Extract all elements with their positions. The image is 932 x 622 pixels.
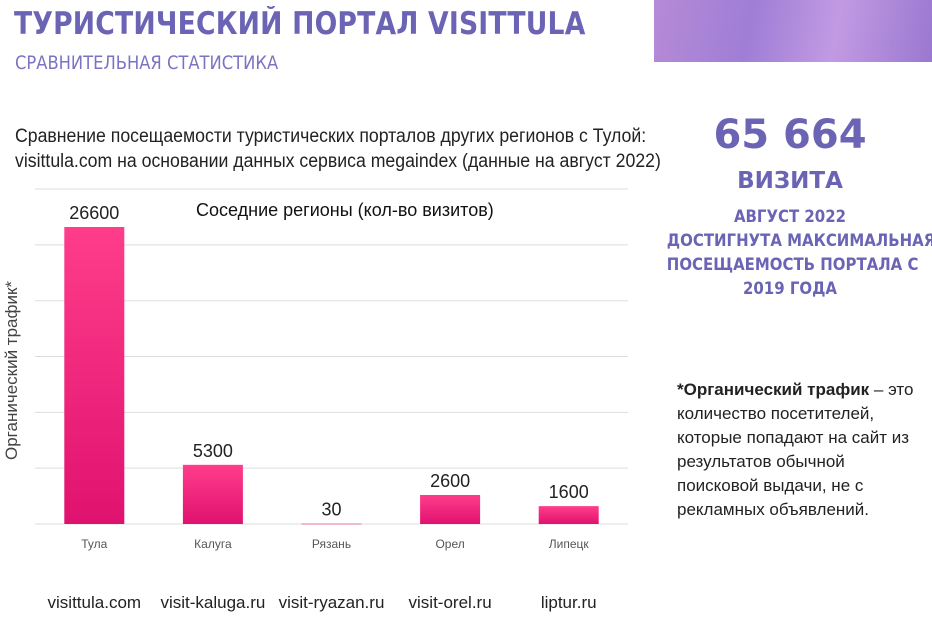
intro-line-2: visittula.com на основании данных сервис… [15,151,661,172]
stat-description: АВГУСТ 2022 ДОСТИГНУТА МАКСИМАЛЬНАЯ ПОСЕ… [650,205,932,301]
category-tick-1: Тула [81,537,107,551]
stat-unit: ВИЗИТА [737,168,843,194]
footnote-text: – это количество посетителей, которые по… [677,380,914,519]
data-labels: 26600 5300 30 2600 1600 [69,203,588,520]
bars [64,227,599,525]
category-ticks: Тула Калуга Рязань Орел Липецк [81,537,589,551]
site-link-1: visittula.com [47,593,142,612]
data-label-5: 1600 [549,482,589,502]
decorative-banner [654,0,932,62]
footnote-term: *Органический трафик [677,380,870,399]
site-link-5: liptur.ru [540,593,597,612]
page-title: ТУРИСТИЧЕСКИЙ ПОРТАЛ VISITTULA [14,6,586,42]
bar-1 [64,227,125,524]
bar-2 [182,464,243,524]
bar-5 [538,506,599,524]
stat-desc-line-1: АВГУСТ 2022 [733,207,847,227]
bar-4 [420,494,481,524]
bar-3 [301,523,362,525]
site-link-2: visit-kaluga.ru [160,593,266,612]
stat-value: 65 664 [713,112,867,158]
data-label-1: 26600 [69,203,119,223]
stat-desc-line-3: ПОСЕЩАЕМОСТЬ ПОРТАЛА С [666,255,919,275]
intro-line-1: Сравнение посещаемости туристических пор… [15,126,647,147]
page-subtitle: СРАВНИТЕЛЬНАЯ СТАТИСТИКА [15,52,279,74]
stat-desc-line-4: 2019 ГОДА [742,279,837,299]
chart-title: Соседние регионы (кол-во визитов) [196,200,494,220]
data-label-4: 2600 [430,471,470,491]
category-tick-4: Орел [435,537,464,551]
category-tick-5: Липецк [549,537,590,551]
stat-desc-line-2: ДОСТИГНУТА МАКСИМАЛЬНАЯ [666,231,932,251]
data-label-2: 5300 [193,441,233,461]
intro-text: Сравнение посещаемости туристических пор… [15,124,661,174]
site-link-3: visit-ryazan.ru [278,593,385,612]
footnote: *Органический трафик – это количество по… [677,378,927,522]
category-tick-2: Калуга [194,537,232,551]
category-tick-3: Рязань [312,537,351,551]
data-label-3: 30 [321,500,341,520]
site-link-4: visit-orel.ru [408,593,492,612]
